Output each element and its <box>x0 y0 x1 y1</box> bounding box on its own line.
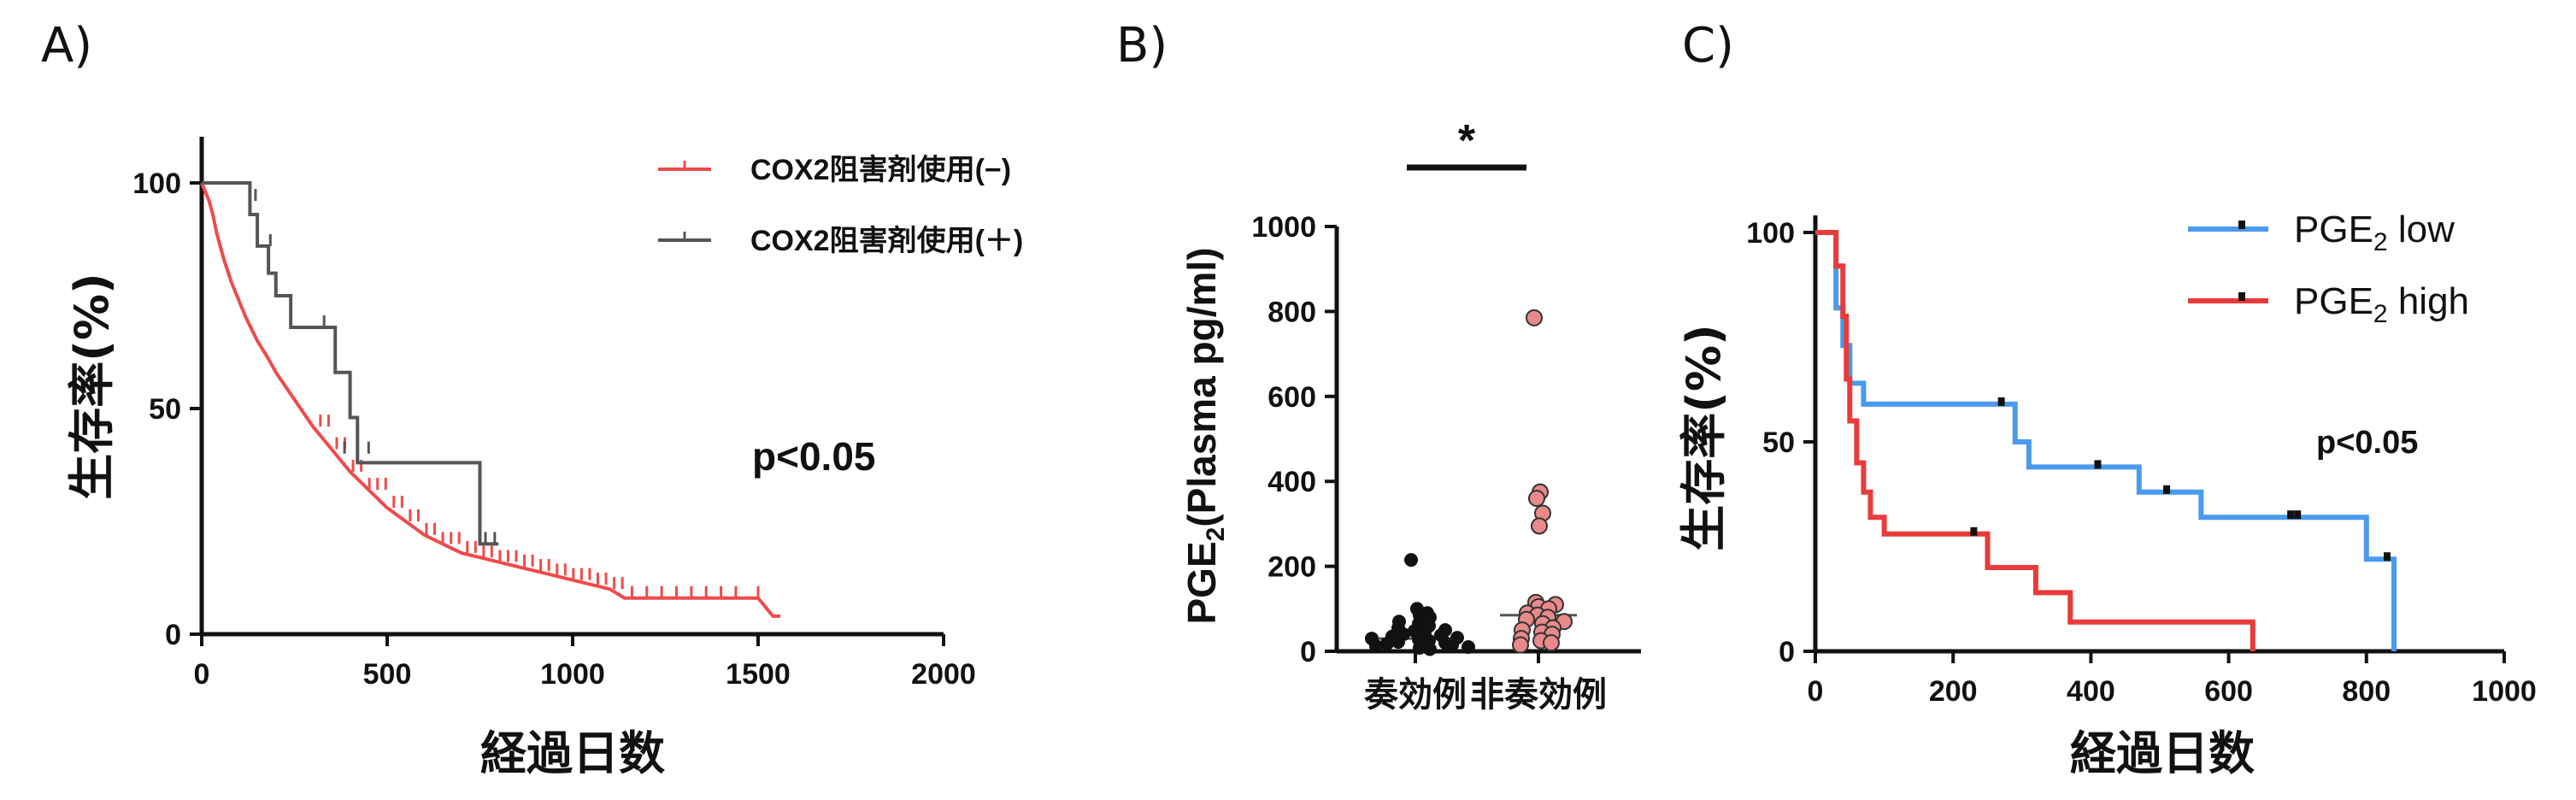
a-series-line-0 <box>200 182 781 618</box>
b-point-nonresponder <box>1531 517 1548 535</box>
b-point-responder <box>1413 641 1426 656</box>
c-series-line-1 <box>1815 230 2255 651</box>
c-censor-mark <box>2383 552 2391 562</box>
a-x-tick-label: 2000 <box>911 658 976 691</box>
b-point-responder <box>1461 640 1475 655</box>
b-y-title-main: PGE <box>1179 541 1224 624</box>
a-legend-label-0: COX2阻害剤使用(−) <box>750 154 1011 186</box>
c-legend-0-main: PGE <box>2294 209 2373 250</box>
a-series-line-1 <box>202 181 499 546</box>
b-significance-star: * <box>1458 116 1476 166</box>
a-y-tick-label: 100 <box>132 168 181 200</box>
c-censor-mark <box>1970 526 1978 536</box>
c-y-tick-label: 0 <box>1779 636 1795 668</box>
c-x-tick-label: 400 <box>2067 675 2115 708</box>
c-legend-label-1: PGE2 high <box>2294 280 2469 328</box>
panel-a: 0 500 1000 1500 2000 0 50 100 経過日数 生存率(%) COX2… <box>65 137 1023 780</box>
a-x-tick-label: 1500 <box>726 658 791 691</box>
c-series-line-0 <box>1815 230 2397 651</box>
a-x-title: 経過日数 <box>480 726 665 780</box>
b-point-responder <box>1391 635 1405 650</box>
b-y-title: PGE2(Plasma pg/ml) <box>1179 247 1230 624</box>
c-x-tick-label: 600 <box>2204 675 2253 708</box>
b-y-title-rest: (Plasma pg/ml) <box>1179 247 1224 526</box>
panel-label-a: A) <box>41 18 92 74</box>
c-p-value: p<0.05 <box>2316 425 2418 461</box>
a-y-tick-label: 0 <box>165 619 181 651</box>
c-x-title: 経過日数 <box>2070 726 2255 780</box>
c-y-tick-label: 100 <box>1746 217 1795 250</box>
c-x-tick-label: 800 <box>2342 675 2391 708</box>
b-point-responder <box>1445 638 1459 652</box>
c-x-tick-label: 1000 <box>2472 675 2537 708</box>
c-censor-mark <box>2294 510 2302 520</box>
c-legend-1-sub: 2 <box>2373 300 2388 328</box>
c-censor-mark <box>2163 485 2171 494</box>
a-y-title: 生存率(%) <box>65 273 119 499</box>
a-x-tick-label: 1000 <box>540 658 605 691</box>
b-point-responder <box>1369 639 1383 654</box>
c-x-tick-label: 200 <box>1929 675 1978 708</box>
a-x-tick-label: 500 <box>363 658 412 691</box>
b-point-responder <box>1380 637 1394 651</box>
panel-label-b: B) <box>1116 18 1167 74</box>
b-point-nonresponder <box>1543 634 1560 652</box>
c-y-title: 生存率(%) <box>1677 324 1731 550</box>
a-legend-label-1: COX2阻害剤使用(＋) <box>750 225 1023 257</box>
panel-label-c: C) <box>1682 18 1734 74</box>
c-legend-label-0: PGE2 low <box>2294 209 2455 256</box>
c-legend-0-rest: low <box>2388 209 2455 250</box>
c-legend-0-sub: 2 <box>2373 228 2388 256</box>
a-legend: COX2阻害剤使用(−) COX2阻害剤使用(＋) <box>658 154 1023 257</box>
b-y-title-sub: 2 <box>1202 527 1230 542</box>
c-legend: PGE2 low PGE2 high <box>2188 209 2469 328</box>
panel-c: 0 200 400 600 800 1000 0 50 100 経過日数 生存率(%) PGE… <box>1677 209 2537 780</box>
c-censor-mark <box>2094 460 2102 469</box>
a-p-value: p<0.05 <box>752 434 876 479</box>
b-y-tick-label: 200 <box>1267 551 1316 584</box>
b-x-category-label: 非奏効例 <box>1470 675 1607 715</box>
c-x-tick-label: 0 <box>1808 675 1824 708</box>
b-y-tick-label: 400 <box>1267 466 1316 498</box>
b-point-nonresponder <box>1526 309 1543 326</box>
panel-b: 0 200 400 600 800 1000 奏効例 非奏効例 * PGE2(Plasma … <box>1179 116 1641 715</box>
b-x-category-label: 奏効例 <box>1364 675 1467 715</box>
b-y-tick-label: 0 <box>1300 636 1316 668</box>
c-censor-mark <box>1997 397 2005 406</box>
b-point-responder <box>1404 553 1418 568</box>
a-y-tick-label: 50 <box>149 393 181 426</box>
c-legend-marker-1 <box>2238 292 2245 301</box>
b-y-tick-label: 800 <box>1267 296 1316 328</box>
b-y-tick-label: 600 <box>1267 381 1316 414</box>
c-censor-mark <box>2287 510 2295 520</box>
b-y-tick-label: 1000 <box>1251 211 1316 244</box>
c-legend-marker-0 <box>2238 221 2245 229</box>
a-x-tick-label: 0 <box>194 658 210 691</box>
c-legend-1-main: PGE <box>2294 280 2373 322</box>
b-point-nonresponder <box>1512 636 1529 654</box>
b-point-nonresponder <box>1528 490 1545 508</box>
c-legend-1-rest: high <box>2388 280 2469 322</box>
c-y-tick-label: 50 <box>1762 426 1795 459</box>
b-point-responder <box>1423 642 1437 656</box>
